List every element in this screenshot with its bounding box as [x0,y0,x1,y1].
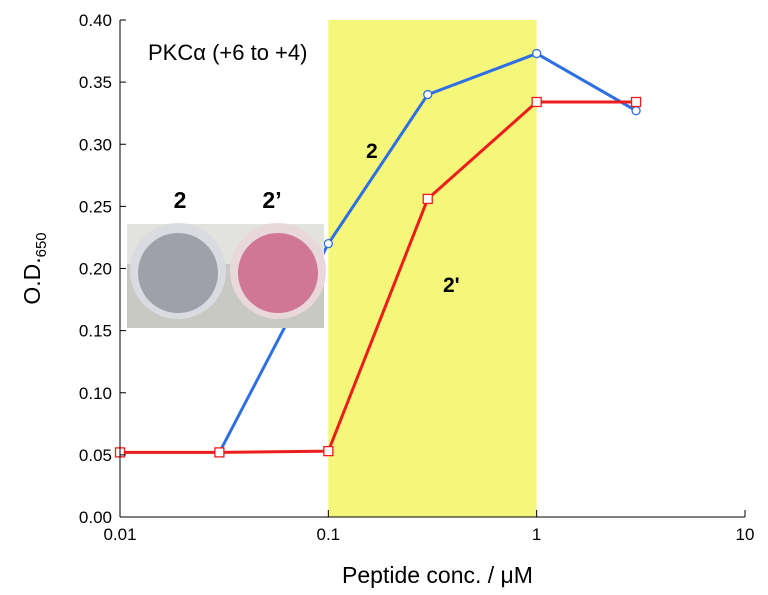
x-axis-label: Peptide conc. / μM [342,562,533,588]
x-tick-label: 10 [736,525,755,544]
inset-label: 2 [174,187,187,213]
y-label-sub: 650 [33,232,50,257]
x-tick-label: 0.01 [103,525,136,544]
marker [532,48,542,59]
y-tick-label: 0.35 [79,73,112,92]
annotation: PKCα (+6 to +4) [148,40,307,65]
x-tick-label: 0.1 [317,525,341,544]
inset-photo [127,223,326,328]
marker [323,445,334,457]
shaded-region [328,20,537,517]
annotation: 2 [366,140,378,163]
y-tick-label: 0.40 [79,11,112,30]
y-tick-label: 0.20 [79,260,112,279]
y-label-main: O.D. [19,257,45,304]
marker [214,447,225,458]
y-tick-label: 0.15 [79,322,112,341]
marker [531,96,542,108]
inset-label: 2’ [262,187,281,213]
y-axis-label: O.D.650 [19,232,50,304]
series-line [120,100,637,454]
y-tick-label: 0.10 [79,384,112,403]
annotation: 2' [443,274,460,297]
y-tick-label: 0.30 [79,135,112,154]
marker [631,106,641,116]
y-tick-label: 0.25 [79,197,112,216]
x-tick-label: 1 [532,525,541,544]
y-tick-label: 0.05 [79,446,112,465]
marker [422,193,433,205]
well-pink [238,233,318,313]
marker [630,96,642,108]
marker [323,238,333,249]
foreground: 0.00 0.05 0.10 0.15 0.20 0.25 0.30 0.35 0.40 0.01… [19,11,754,588]
well-blue [138,233,218,313]
y-tick-label: 0.00 [79,508,112,527]
marker [423,89,433,100]
shade-layer [328,20,537,517]
